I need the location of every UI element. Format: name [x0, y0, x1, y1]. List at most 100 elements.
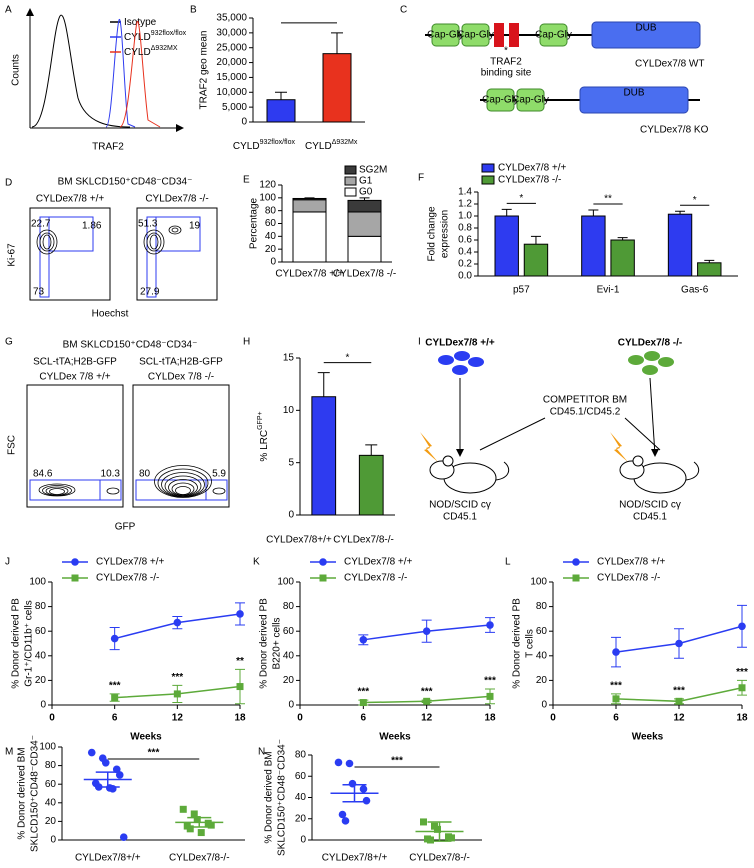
bar-segment [347, 211, 382, 237]
bar [697, 262, 722, 277]
bar-segment [292, 211, 327, 263]
error-bar [704, 259, 715, 263]
y-tick-label: 5,000 [222, 102, 247, 113]
error-bar [365, 444, 378, 456]
x-axis-label: Weeks [632, 732, 664, 743]
y-tick-label: 0 [50, 835, 56, 846]
y-tick-label: 80 [35, 601, 47, 612]
data-point [486, 692, 494, 700]
y-tick-label: 5 [288, 457, 294, 468]
y-axis-label: FSC [7, 435, 18, 455]
y-tick-label: 60 [536, 626, 548, 637]
x-tick-label: 12 [421, 713, 433, 724]
y-tick-label: 0.4 [458, 247, 472, 258]
legend-label: CYLDex7/8 -/- [96, 573, 159, 584]
flow-plot [29, 207, 111, 301]
significance: * [346, 352, 350, 363]
y-axis-label: SKLCD150⁺CD48⁻CD34⁻ [277, 739, 288, 856]
cap-gly-domain [486, 88, 515, 112]
plot-title: CYLDex7/8 +/+ [36, 194, 105, 205]
data-point [173, 618, 182, 627]
traf2-site [494, 23, 504, 47]
sem-bar [187, 816, 212, 828]
data-point [197, 829, 205, 837]
construct-name: CYLDex7/8 WT [635, 59, 704, 70]
binding-mark: * [504, 46, 508, 57]
dub-domain [579, 86, 689, 114]
domain-label: Cap-Gly [427, 30, 464, 41]
y-axis-label: B220+ cells [272, 618, 283, 670]
gate-value: 19 [189, 221, 201, 232]
y-axis-label-base: % LRC [259, 430, 270, 462]
y-tick-label: 60 [265, 218, 277, 229]
histogram-curve [119, 21, 161, 128]
legend-label: CYLDex7/8 -/- [498, 175, 561, 186]
y-axis-label: Percentage [249, 197, 260, 249]
y-axis-label: % Donor derived BM [17, 747, 28, 839]
x-tick-label-base: CYLD [233, 141, 260, 152]
data-point [115, 771, 124, 779]
panel-label: C [400, 5, 407, 16]
x-tick-label: p57 [513, 285, 530, 296]
panel-label: H [243, 337, 250, 348]
data-point [448, 834, 455, 842]
data-point [427, 836, 434, 844]
plot-title: CYLDex 7/8 +/+ [39, 372, 110, 383]
x-tick-label: CYLDex7/8-/- [333, 535, 394, 546]
x-tick-label: CYLDex7/8-/- [169, 853, 230, 864]
data-point [486, 621, 494, 629]
significance: * [693, 195, 697, 206]
y-tick-label: 40 [35, 650, 47, 661]
flow-plot [132, 384, 230, 508]
significance: *** [673, 685, 685, 696]
contour [212, 487, 226, 495]
y-tick-label: 100 [277, 577, 294, 588]
bar [610, 239, 635, 277]
mouse-tail [685, 461, 700, 481]
arrow-head [456, 449, 464, 457]
data-point [236, 610, 244, 618]
data-point [179, 805, 187, 813]
bar-segment [292, 197, 327, 201]
data-point [434, 825, 441, 833]
y-tick-label: 1.4 [458, 187, 472, 198]
axis-arrow [176, 124, 184, 132]
gate-value: 27.9 [140, 287, 160, 298]
x-tick-label-sup: Δ932Mx [332, 139, 358, 146]
plot-title: CYLDex 7/8 -/- [148, 372, 214, 383]
contour [168, 225, 182, 235]
legend-marker [572, 558, 580, 566]
legend-label: CYLDex7/8 -/- [344, 573, 407, 584]
panel-title: BM SKLCD150⁺CD48⁻CD34⁻ [58, 177, 193, 188]
y-tick-label: 0 [241, 117, 247, 128]
legend-marker [71, 574, 79, 582]
data-point [207, 821, 215, 829]
contour [161, 472, 205, 497]
y-axis-label: % LRCGFP+ [257, 411, 269, 461]
y-tick-label: 120 [259, 180, 276, 191]
y-tick-label: 20 [35, 675, 47, 686]
arrow [479, 417, 661, 451]
data-point [338, 810, 347, 819]
y-tick-label: 30,000 [216, 27, 247, 38]
gate-value: 80 [139, 469, 151, 480]
plot-title: SCL-tTA;H2B-GFP [139, 357, 223, 368]
x-tick-label: 18 [484, 713, 496, 724]
x-tick-label: CYLDex7/8+/+ [266, 535, 332, 546]
donor-cells [658, 357, 674, 367]
significance: ** [236, 656, 244, 667]
legend-swatch [481, 163, 495, 173]
contour [168, 479, 198, 496]
contour [45, 486, 69, 496]
y-axis-label: % Donor derived PB [11, 598, 22, 689]
x-tick-label: 18 [736, 713, 748, 724]
y-axis-label: % Donor derived PB [512, 598, 523, 689]
error-bar [331, 32, 343, 54]
data-point [675, 697, 683, 705]
bar [667, 213, 693, 277]
panel-label: I [418, 337, 421, 348]
error-bar [617, 237, 628, 240]
x-axis-label: Weeks [379, 732, 411, 743]
y-tick-label: 80 [283, 601, 295, 612]
contour [49, 488, 65, 495]
